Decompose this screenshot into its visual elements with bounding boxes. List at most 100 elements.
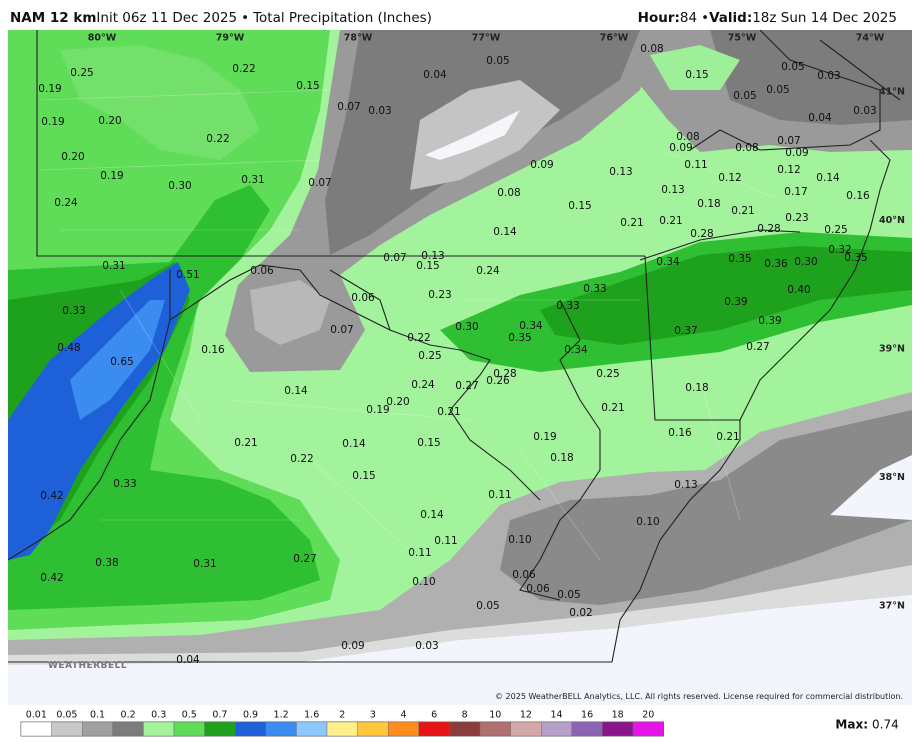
point-value: 0.22 bbox=[290, 453, 313, 465]
field-darker-green bbox=[540, 246, 912, 345]
point-value: 0.15 bbox=[568, 200, 591, 212]
point-value: 0.42 bbox=[40, 572, 63, 584]
point-value: 0.33 bbox=[113, 478, 136, 490]
borders bbox=[7, 29, 901, 663]
point-value: 0.37 bbox=[674, 325, 697, 337]
point-value: 0.07 bbox=[777, 135, 800, 147]
model-name: NAM 12 km bbox=[10, 10, 97, 26]
colorbar-swatch bbox=[204, 721, 236, 737]
point-value: 0.51 bbox=[176, 269, 199, 281]
colorbar-label: 0.5 bbox=[182, 710, 197, 721]
point-value: 0.09 bbox=[785, 147, 808, 159]
colorbar-label: 16 bbox=[581, 710, 593, 721]
precip-field bbox=[8, 30, 912, 705]
colorbar-label: 14 bbox=[550, 710, 562, 721]
hour: 84 bbox=[679, 10, 698, 26]
point-value: 0.31 bbox=[193, 558, 216, 570]
state-border bbox=[389, 329, 541, 501]
colorbar-swatch bbox=[479, 721, 511, 737]
colorbar-label: 0.9 bbox=[243, 710, 258, 721]
point-value: 0.10 bbox=[508, 534, 531, 546]
point-value: 0.21 bbox=[437, 406, 460, 418]
field-white bbox=[425, 110, 520, 160]
point-value: 0.48 bbox=[57, 342, 80, 354]
colorbar-label: 0.1 bbox=[90, 710, 105, 721]
colorbar-swatch bbox=[20, 721, 52, 737]
longitude-label: 76°W bbox=[600, 33, 629, 44]
point-value: 0.06 bbox=[351, 292, 375, 304]
point-value: 0.24 bbox=[411, 379, 435, 391]
point-value: 0.08 bbox=[640, 43, 663, 55]
point-value: 0.06 bbox=[250, 265, 274, 277]
field-light-blue bbox=[70, 300, 165, 420]
point-values: 0.25 0.19 0.22 0.15 0.04 0.05 0.08 0.15 0.05 0.03… bbox=[38, 43, 876, 666]
colorbar-swatch bbox=[418, 721, 450, 737]
colorbar-label: 0.2 bbox=[121, 710, 136, 721]
point-value: 0.20 bbox=[386, 396, 409, 408]
point-value: 0.05 bbox=[733, 90, 756, 102]
point-value: 0.09 bbox=[669, 142, 692, 154]
colorbar-swatch bbox=[143, 721, 175, 737]
point-value: 0.25 bbox=[824, 224, 847, 236]
point-value: 0.40 bbox=[787, 284, 810, 296]
point-value: 0.14 bbox=[420, 509, 444, 521]
state-border bbox=[644, 255, 740, 421]
point-value: 0.24 bbox=[54, 197, 78, 209]
point-value: 0.33 bbox=[583, 283, 606, 295]
separator: • bbox=[241, 10, 250, 26]
point-value: 0.21 bbox=[601, 402, 624, 414]
point-value: 0.04 bbox=[808, 112, 832, 124]
point-value: 0.07 bbox=[383, 252, 406, 264]
hour-label: Hour: bbox=[637, 10, 680, 26]
colorbar-swatch bbox=[357, 721, 389, 737]
field-white bbox=[8, 595, 912, 705]
grid-labels: 80°W 79°W 78°W 77°W 76°W 75°W 74°W 41°N 40°N 39°N… bbox=[88, 33, 905, 612]
point-value: 0.15 bbox=[417, 437, 440, 449]
point-value: 0.06 bbox=[526, 583, 550, 595]
point-value: 0.14 bbox=[493, 226, 517, 238]
field-light-green bbox=[650, 45, 740, 90]
point-value: 0.02 bbox=[569, 607, 592, 619]
point-value: 0.19 bbox=[533, 431, 556, 443]
point-value: 0.34 bbox=[656, 256, 680, 268]
longitude-label: 75°W bbox=[728, 33, 757, 44]
point-value: 0.21 bbox=[731, 205, 754, 217]
point-value: 0.23 bbox=[428, 289, 451, 301]
colorbar-swatch bbox=[510, 721, 542, 737]
colorbar-swatch bbox=[51, 721, 83, 737]
colorbar-swatch bbox=[326, 721, 358, 737]
max-value: 0.74 bbox=[872, 718, 899, 732]
state-border bbox=[36, 30, 645, 257]
colorbar-label: 12 bbox=[520, 710, 532, 721]
point-value: 0.15 bbox=[685, 69, 708, 81]
point-value: 0.04 bbox=[423, 69, 447, 81]
point-value: 0.27 bbox=[746, 341, 769, 353]
colorbar-label: 2 bbox=[339, 710, 345, 721]
colorbar-label: 1.2 bbox=[274, 710, 289, 721]
point-value: 0.18 bbox=[550, 452, 573, 464]
point-value: 0.24 bbox=[476, 265, 500, 277]
longitude-label: 74°W bbox=[856, 33, 885, 44]
point-value: 0.08 bbox=[497, 187, 520, 199]
coastline bbox=[519, 299, 601, 601]
point-value: 0.17 bbox=[784, 186, 807, 198]
colorbar-swatch bbox=[81, 721, 113, 737]
longitude-label: 77°W bbox=[472, 33, 501, 44]
colorbar-swatch bbox=[112, 721, 144, 737]
point-value: 0.21 bbox=[620, 217, 643, 229]
point-value: 0.20 bbox=[61, 151, 84, 163]
point-value: 0.34 bbox=[519, 320, 543, 332]
latitude-label: 40°N bbox=[879, 215, 905, 226]
point-value: 0.12 bbox=[718, 172, 741, 184]
colorbar-label: 4 bbox=[400, 710, 406, 721]
point-value: 0.30 bbox=[168, 180, 191, 192]
point-value: 0.35 bbox=[844, 252, 867, 264]
point-value: 0.10 bbox=[412, 576, 435, 588]
point-value: 0.31 bbox=[102, 260, 125, 272]
colorbar-label: 20 bbox=[642, 710, 654, 721]
point-value: 0.03 bbox=[415, 640, 438, 652]
point-value: 0.12 bbox=[777, 164, 800, 176]
field-dark-gray bbox=[500, 410, 912, 605]
latitude-label: 39°N bbox=[879, 344, 905, 355]
